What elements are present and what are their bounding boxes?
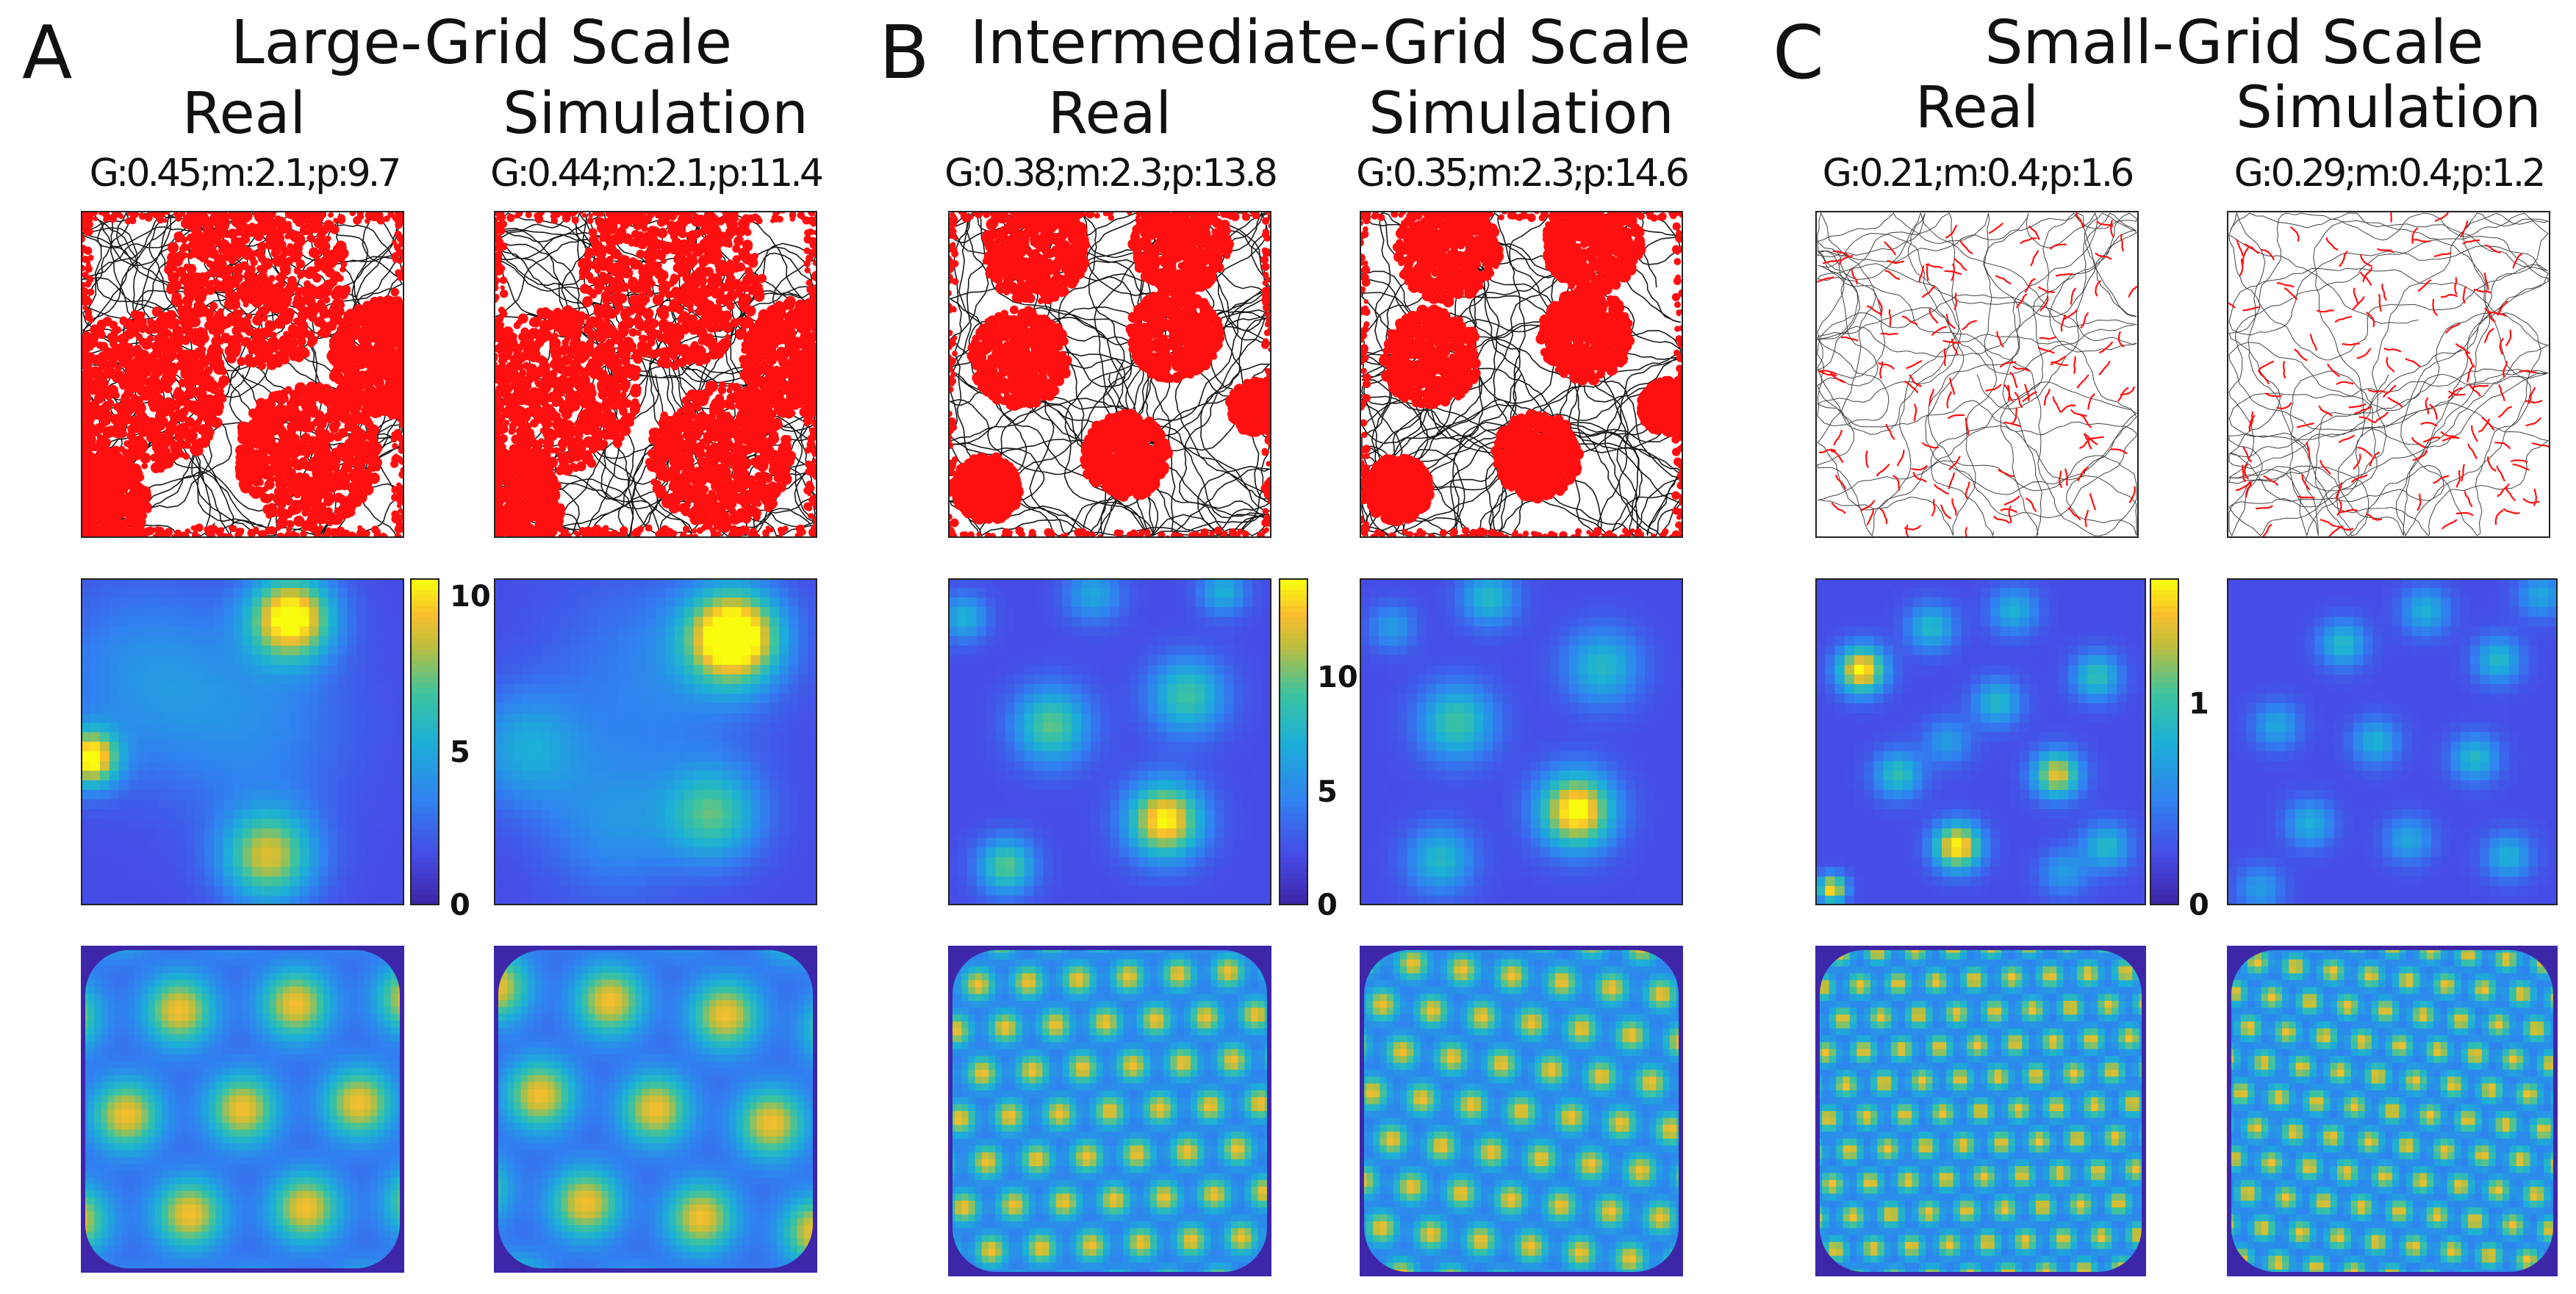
trajectory-plot-c-real: [1815, 211, 2139, 538]
autocorrelogram-a-real: [81, 946, 404, 1273]
column-label-b-real: Real: [1048, 82, 1172, 145]
rate-map-c-sim: [2227, 578, 2558, 905]
grid-stats-a-sim: G:0.44;m:2.1;p:11.4: [490, 151, 824, 195]
colorbar-a: [410, 578, 440, 905]
column-label-a-real: Real: [182, 82, 306, 145]
panel-letter-a: A: [22, 16, 72, 90]
trajectory-plot-c-sim: [2227, 211, 2550, 538]
colorbar-b: [1279, 578, 1308, 905]
grid-stats-c-real: G:0.21;m:0.4;p:1.6: [1823, 151, 2135, 195]
trajectory-plot-a-sim: [494, 211, 817, 538]
grid-stats-b-real: G:0.38;m:2.3;p:13.8: [944, 151, 1278, 195]
panel-letter-c: C: [1773, 16, 1824, 90]
autocorrelogram-c-real: [1815, 946, 2146, 1276]
colorbar-tick-b-0: 0: [1317, 891, 1338, 920]
colorbar-tick-a-0: 0: [450, 891, 470, 920]
autocorrelogram-c-sim: [2227, 946, 2558, 1276]
autocorrelogram-a-sim: [494, 946, 817, 1273]
colorbar-tick-a-5: 5: [450, 738, 470, 767]
panel-title-a: Large-Grid Scale: [231, 10, 732, 76]
colorbar-tick-b-5: 5: [1317, 777, 1338, 807]
trajectory-plot-b-real: [948, 211, 1271, 538]
trajectory-plot-b-sim: [1360, 211, 1683, 538]
grid-stats-b-sim: G:0.35;m:2.3;p:14.6: [1356, 151, 1690, 195]
panel-title-c: Small-Grid Scale: [1984, 10, 2483, 76]
trajectory-plot-a-real: [81, 211, 404, 538]
rate-map-b-real: [948, 578, 1271, 905]
panel-letter-b: B: [879, 16, 930, 90]
column-label-a-sim: Simulation: [503, 82, 808, 145]
colorbar-tick-c-1: 1: [2189, 689, 2209, 719]
autocorrelogram-b-sim: [1360, 946, 1683, 1276]
rate-map-a-real: [81, 578, 404, 905]
rate-map-a-sim: [494, 578, 817, 905]
grid-stats-c-sim: G:0.29;m:0.4;p:1.2: [2234, 151, 2547, 195]
rate-map-b-sim: [1360, 578, 1683, 905]
autocorrelogram-b-real: [948, 946, 1271, 1276]
column-label-c-real: Real: [1915, 76, 2039, 140]
colorbar-tick-a-10: 10: [450, 582, 491, 611]
colorbar-tick-b-10: 10: [1317, 663, 1358, 692]
panel-title-b: Intermediate-Grid Scale: [970, 10, 1690, 76]
colorbar-c: [2150, 578, 2179, 905]
grid-stats-a-real: G:0.45;m:2.1;p:9.7: [90, 151, 402, 195]
rate-map-c-real: [1815, 578, 2146, 905]
column-label-c-sim: Simulation: [2236, 76, 2541, 140]
colorbar-tick-c-0: 0: [2189, 891, 2209, 920]
column-label-b-sim: Simulation: [1368, 82, 1673, 145]
